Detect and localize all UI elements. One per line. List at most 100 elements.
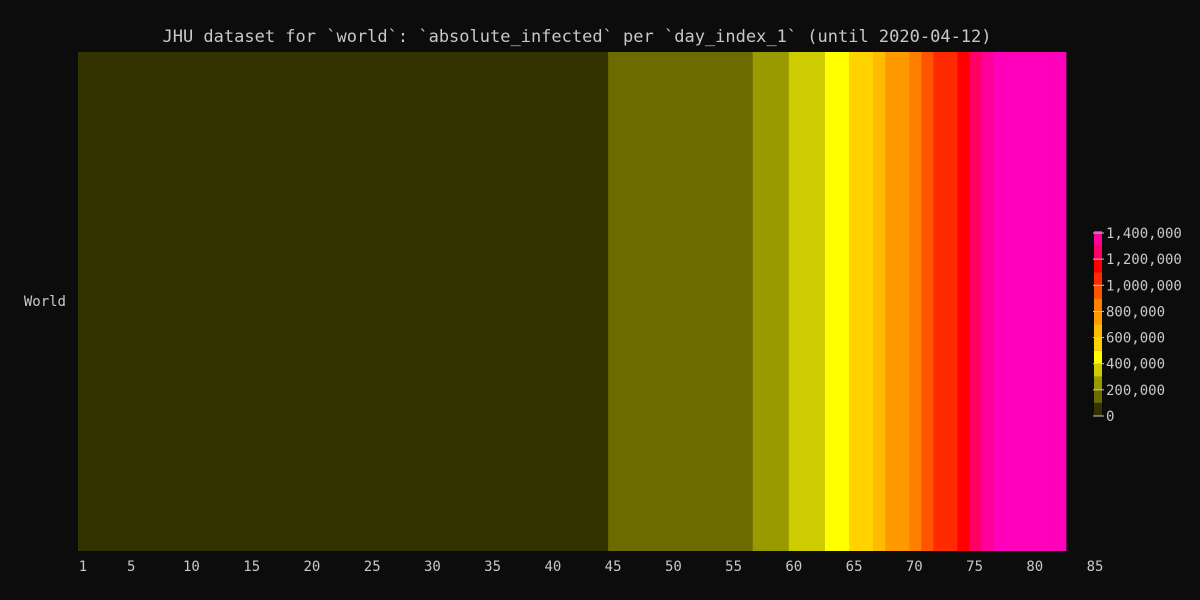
heatmap-cell (174, 52, 187, 551)
heatmap-cell (270, 52, 284, 551)
heatmap-cell (138, 52, 151, 551)
x-tick-label: 45 (605, 559, 622, 575)
colorbar-segment (1094, 311, 1102, 325)
colorbar-segment (1094, 324, 1102, 338)
heatmap-cell (764, 52, 778, 551)
heatmap-cell (728, 52, 742, 551)
heatmap-cell (210, 52, 223, 551)
heatmap-cell (873, 52, 886, 551)
colorbar-segment (1094, 298, 1102, 312)
heatmap-cell (102, 52, 115, 551)
x-tick-label: 55 (725, 559, 742, 575)
heatmap-cell (1041, 52, 1055, 551)
colorbar-segment (1094, 402, 1102, 416)
heatmap-cell (487, 52, 501, 551)
heatmap-cell (222, 52, 236, 551)
heatmap-cell (391, 52, 404, 551)
colorbar (1094, 231, 1102, 416)
colorbar-segment (1094, 363, 1102, 377)
heatmap-cell (800, 52, 814, 551)
x-tick-label: 60 (785, 559, 802, 575)
heatmap-cell (1029, 52, 1043, 551)
heatmap-cell (367, 52, 380, 551)
colorbar-segment (1094, 233, 1102, 247)
x-tick-label: 10 (183, 559, 200, 575)
heatmap-cell (379, 52, 392, 551)
heatmap-cell (451, 52, 464, 551)
heatmap-cell (150, 52, 163, 551)
heatmap-cell (547, 52, 561, 551)
x-tick-label: 25 (364, 559, 381, 575)
heatmap-cell (331, 52, 344, 551)
heatmap-cell (559, 52, 573, 551)
x-tick-label: 40 (544, 559, 561, 575)
heatmap-cell (114, 52, 127, 551)
heatmap-cell (680, 52, 693, 551)
heatmap-cell (186, 52, 199, 551)
colorbar-segment (1094, 350, 1102, 364)
colorbar-tick-label: 400,000 (1106, 357, 1165, 373)
heatmap-cell (909, 52, 922, 551)
colorbar-tick-label: 0 (1106, 409, 1114, 425)
heatmap-cell (969, 52, 983, 551)
colorbar-tick-label: 200,000 (1106, 383, 1165, 399)
heatmap-cell (837, 52, 850, 551)
heatmap-cell (933, 52, 946, 551)
heatmap-cell (126, 52, 139, 551)
heatmap-cell (1017, 52, 1031, 551)
colorbar-tick-label: 1,200,000 (1106, 252, 1182, 268)
heatmap-cell (981, 52, 995, 551)
heatmap-cell (692, 52, 705, 551)
heatmap-cell (306, 52, 320, 551)
heatmap-cell (439, 52, 452, 551)
colorbar-segment (1094, 285, 1102, 299)
heatmap-cell (1005, 52, 1019, 551)
heatmap-cell (897, 52, 910, 551)
x-tick-label: 35 (484, 559, 501, 575)
x-tick-label: 30 (424, 559, 441, 575)
heatmap-cells (78, 52, 1067, 551)
colorbar-segment (1094, 376, 1102, 390)
heatmap-cell (584, 52, 597, 551)
heatmap-cell (644, 52, 657, 551)
heatmap-cell (1053, 52, 1067, 551)
heatmap-cell (704, 52, 717, 551)
x-tick-label: 70 (906, 559, 923, 575)
heatmap-cell (403, 52, 416, 551)
heatmap-cell (258, 52, 272, 551)
heatmap-cell (78, 52, 91, 551)
heatmap-cell (463, 52, 476, 551)
heatmap-cell (632, 52, 645, 551)
x-tick-label: 50 (665, 559, 682, 575)
colorbar-segment (1094, 231, 1102, 233)
heatmap-cell (294, 52, 308, 551)
heatmap-cell (596, 52, 609, 551)
heatmap-cell (234, 52, 248, 551)
colorbar-segment (1094, 272, 1102, 286)
chart-title: JHU dataset for `world`: `absolute_infec… (162, 27, 991, 47)
heatmap-cell (620, 52, 633, 551)
heatmap-cell (812, 52, 826, 551)
heatmap-cell (198, 52, 211, 551)
heatmap-cell (90, 52, 103, 551)
heatmap-cell (162, 52, 175, 551)
heatmap-cell (993, 52, 1007, 551)
heatmap-cell (475, 52, 489, 551)
x-tick-label: 20 (303, 559, 320, 575)
heatmap-cell (921, 52, 934, 551)
heatmap-cell (571, 52, 585, 551)
x-tick-label: 75 (966, 559, 983, 575)
heatmap-cell (776, 52, 790, 551)
heatmap-cell (523, 52, 537, 551)
colorbar-tick-label: 800,000 (1106, 304, 1165, 320)
heatmap-cell (885, 52, 898, 551)
x-tick-label: 5 (127, 559, 135, 575)
heatmap-cell (282, 52, 296, 551)
heatmap-cell (427, 52, 440, 551)
heatmap-cell (246, 52, 260, 551)
heatmap-cell (355, 52, 368, 551)
heatmap-cell (608, 52, 621, 551)
heatmap-cell (861, 52, 874, 551)
